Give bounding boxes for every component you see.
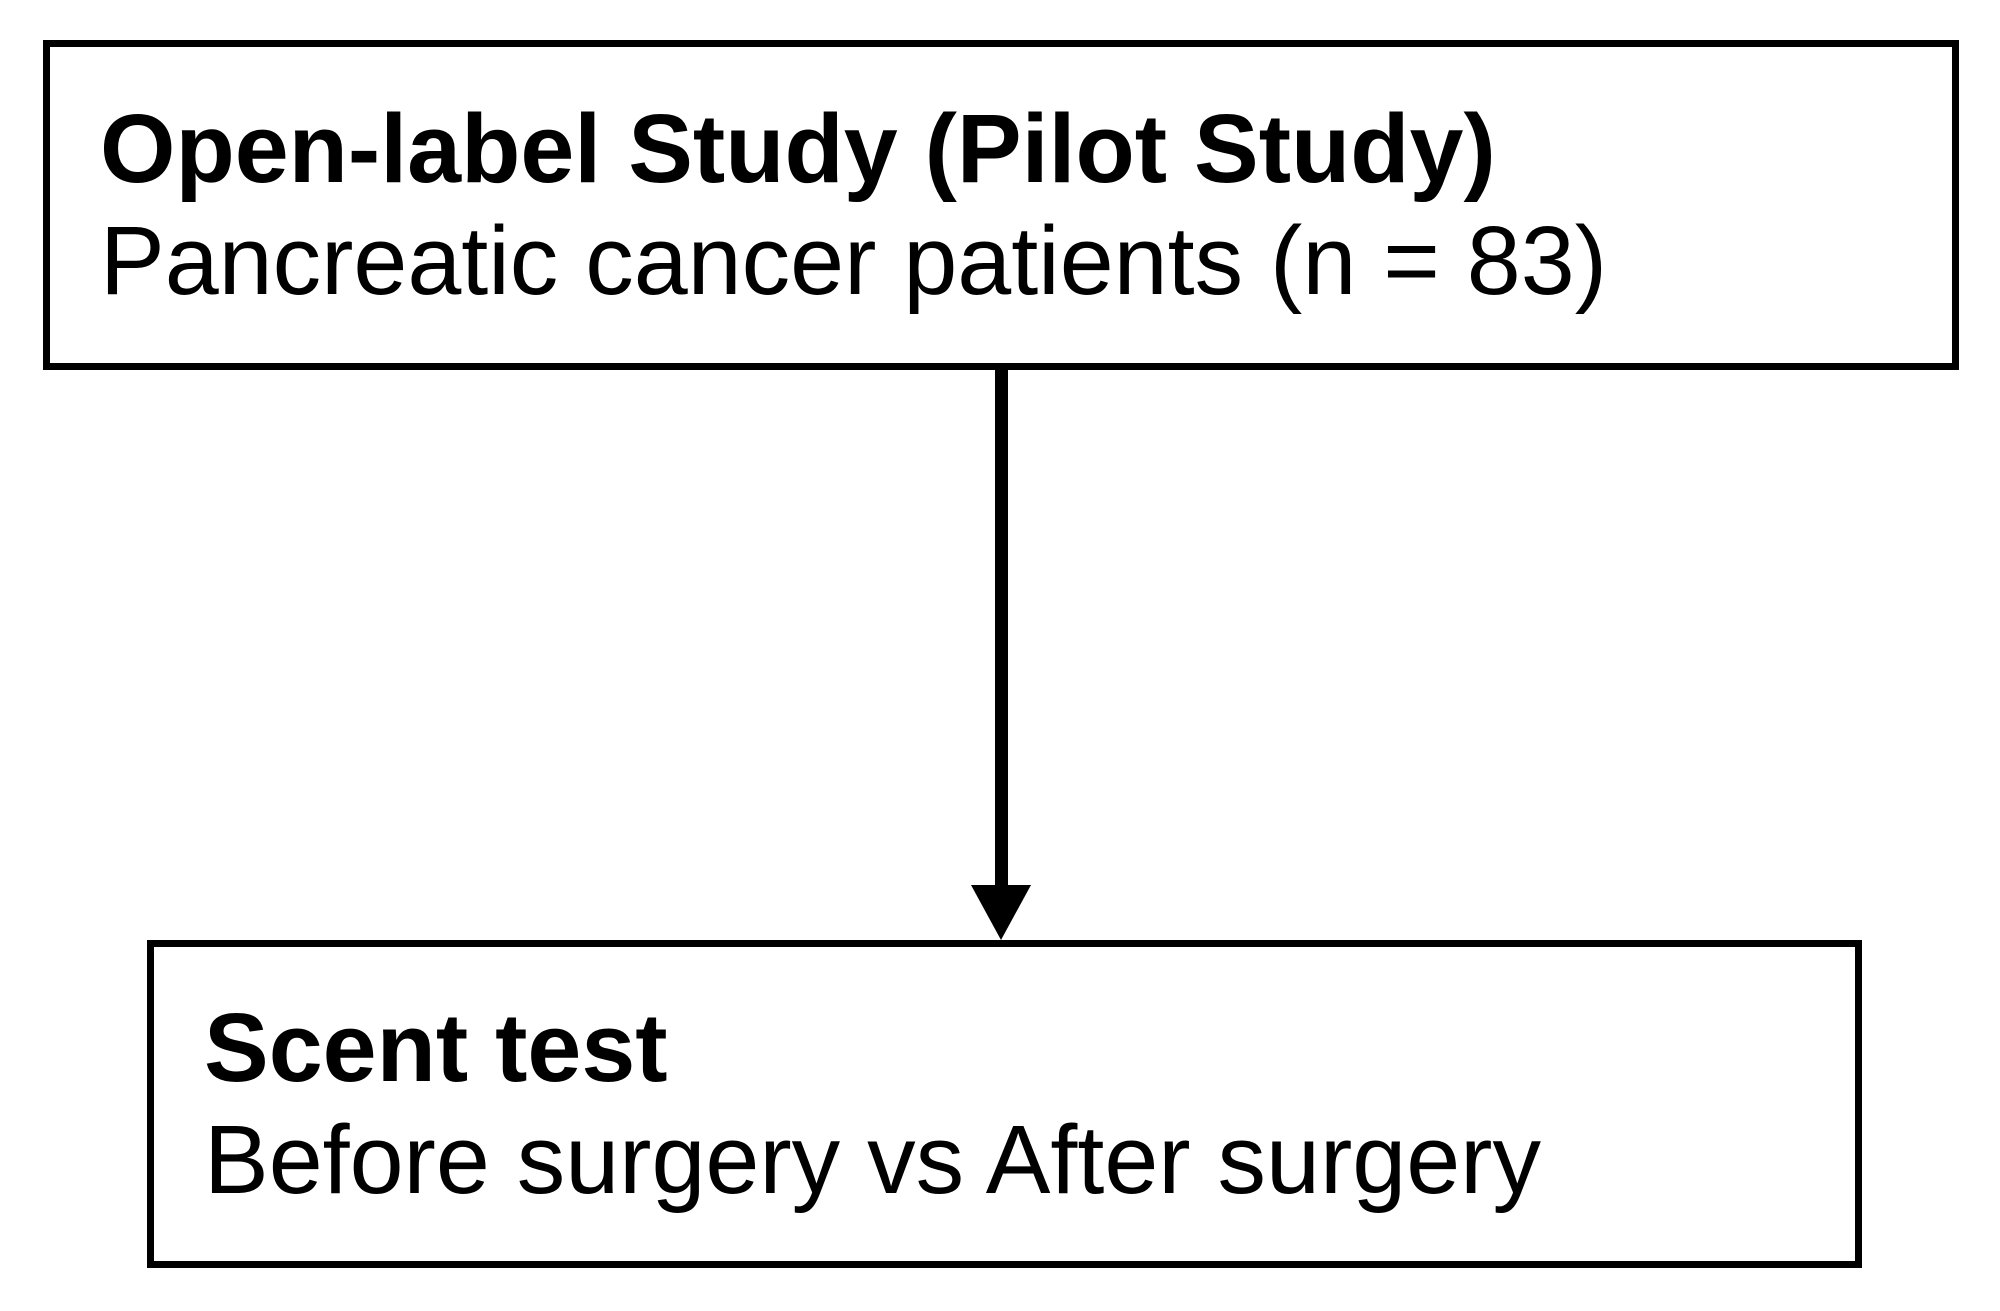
scent-test-title: Scent test <box>204 993 668 1103</box>
open-label-study-box: Open-label Study (Pilot Study) Pancreati… <box>43 40 1959 370</box>
open-label-study-subtitle: Pancreatic cancer patients (n = 83) <box>100 206 1608 315</box>
scent-test-box: Scent test Before surgery vs After surge… <box>147 940 1862 1268</box>
scent-test-subtitle: Before surgery vs After surgery <box>204 1105 1541 1214</box>
open-label-study-title: Open-label Study (Pilot Study) <box>100 94 1496 204</box>
down-arrow-shaft <box>995 366 1008 896</box>
down-arrow-head <box>971 885 1031 940</box>
